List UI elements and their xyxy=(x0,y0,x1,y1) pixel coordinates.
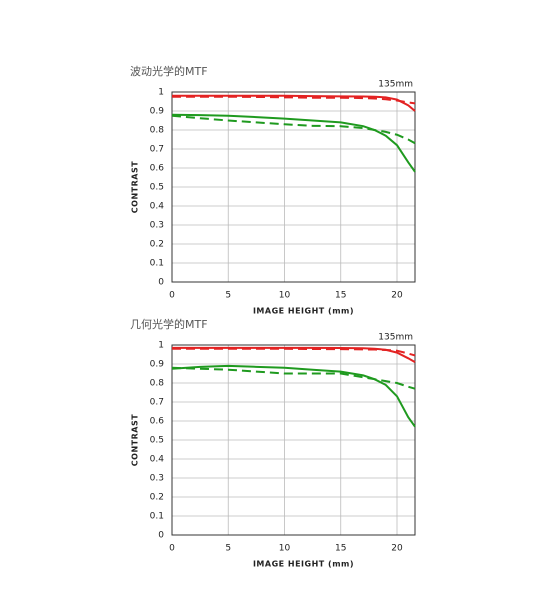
y-tick-label: 0.3 xyxy=(150,221,164,231)
y-tick-label: 0.8 xyxy=(150,126,165,136)
y-tick-label: 0.4 xyxy=(150,202,165,212)
y-tick-label: 1 xyxy=(158,341,164,351)
x-tick-label: 15 xyxy=(335,544,346,554)
x-axis-label: IMAGE HEIGHT (mm) xyxy=(253,560,354,569)
chart-title: 几何光学的MTF xyxy=(130,317,208,331)
annotation: 135mm xyxy=(378,333,413,343)
y-tick-label: 0.8 xyxy=(150,379,165,389)
series-line xyxy=(172,94,416,112)
plot-frame xyxy=(171,344,416,536)
y-tick-label: 0.3 xyxy=(150,474,164,484)
series-line xyxy=(171,364,416,428)
series-line xyxy=(172,347,416,357)
y-tick-label: 0 xyxy=(158,278,164,288)
y-axis-label: CONTRAST xyxy=(131,161,140,213)
x-tick-label: 5 xyxy=(225,291,231,301)
y-tick-label: 0.1 xyxy=(150,512,164,522)
y-tick-label: 0.2 xyxy=(150,240,164,250)
annotation: 135mm xyxy=(378,80,413,90)
x-tick-label: 10 xyxy=(279,544,291,554)
y-tick-label: 0.9 xyxy=(150,107,165,117)
x-tick-label: 20 xyxy=(391,291,403,301)
x-axis-label: IMAGE HEIGHT (mm) xyxy=(253,307,354,316)
y-axis-label: CONTRAST xyxy=(131,414,140,466)
series-line xyxy=(171,113,416,173)
y-tick-label: 0.5 xyxy=(150,436,164,446)
series-line xyxy=(172,95,416,105)
y-tick-label: 0.6 xyxy=(150,164,165,174)
series-line xyxy=(171,114,416,145)
y-tick-label: 0.1 xyxy=(150,259,164,269)
y-tick-label: 0.7 xyxy=(150,145,164,155)
x-tick-label: 0 xyxy=(169,291,175,301)
y-tick-label: 0.6 xyxy=(150,417,165,427)
y-tick-label: 0.4 xyxy=(150,455,165,465)
chart-title: 波动光学的MTF xyxy=(130,64,208,78)
x-tick-label: 10 xyxy=(279,291,291,301)
x-tick-label: 20 xyxy=(391,544,403,554)
series-line xyxy=(172,346,416,363)
y-tick-label: 1 xyxy=(158,88,164,98)
x-tick-label: 5 xyxy=(225,544,231,554)
x-tick-label: 0 xyxy=(169,544,175,554)
y-tick-label: 0.5 xyxy=(150,183,164,193)
plot-frame xyxy=(171,91,416,283)
x-tick-label: 15 xyxy=(335,291,346,301)
series-line xyxy=(171,366,416,390)
y-tick-label: 0.7 xyxy=(150,398,164,408)
y-tick-label: 0.9 xyxy=(150,360,165,370)
y-tick-label: 0.2 xyxy=(150,493,164,503)
y-tick-label: 0 xyxy=(158,531,164,541)
